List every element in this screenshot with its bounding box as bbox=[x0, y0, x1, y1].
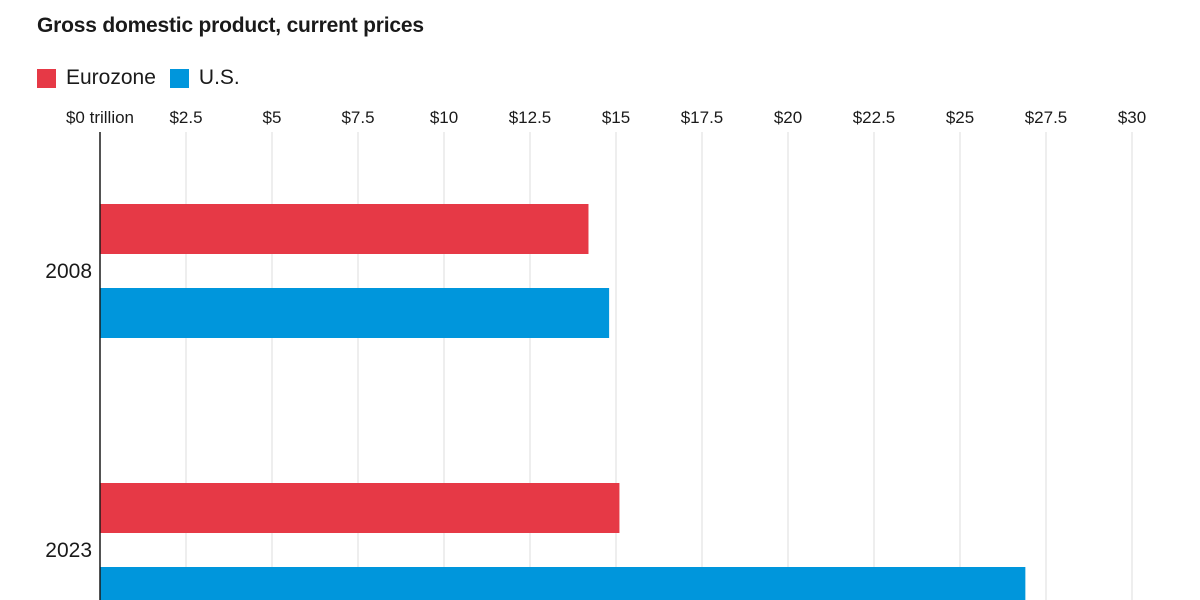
x-tick-label: $22.5 bbox=[853, 108, 896, 127]
x-tick-label: $17.5 bbox=[681, 108, 724, 127]
legend-item-eurozone: Eurozone bbox=[37, 66, 156, 90]
bar bbox=[100, 567, 1026, 600]
bar bbox=[100, 288, 610, 338]
x-tick-label: $2.5 bbox=[169, 108, 202, 127]
x-tick-label: $5 bbox=[263, 108, 282, 127]
x-tick-label: $12.5 bbox=[509, 108, 552, 127]
chart-title: Gross domestic product, current prices bbox=[37, 14, 424, 37]
legend: Eurozone U.S. bbox=[37, 66, 254, 90]
legend-swatch-eurozone bbox=[37, 68, 56, 88]
legend-swatch-us bbox=[169, 68, 189, 88]
bar bbox=[100, 483, 620, 533]
legend-item-us: U.S. bbox=[169, 66, 240, 90]
x-tick-label: $25 bbox=[946, 108, 974, 127]
y-category-label: 2008 bbox=[45, 260, 92, 283]
legend-label-us: U.S. bbox=[198, 66, 240, 89]
x-tick-label: $30 bbox=[1118, 108, 1146, 127]
x-tick-label: $15 bbox=[602, 108, 630, 127]
x-tick-label: $10 bbox=[430, 108, 458, 127]
legend-label-eurozone: Eurozone bbox=[66, 66, 156, 89]
x-tick-label: $20 bbox=[774, 108, 802, 127]
x-tick-label: $7.5 bbox=[341, 108, 374, 127]
y-category-label: 2023 bbox=[45, 539, 92, 562]
bar bbox=[100, 204, 589, 254]
x-tick-label: $0 trillion bbox=[66, 108, 134, 127]
x-tick-label: $27.5 bbox=[1025, 108, 1068, 127]
